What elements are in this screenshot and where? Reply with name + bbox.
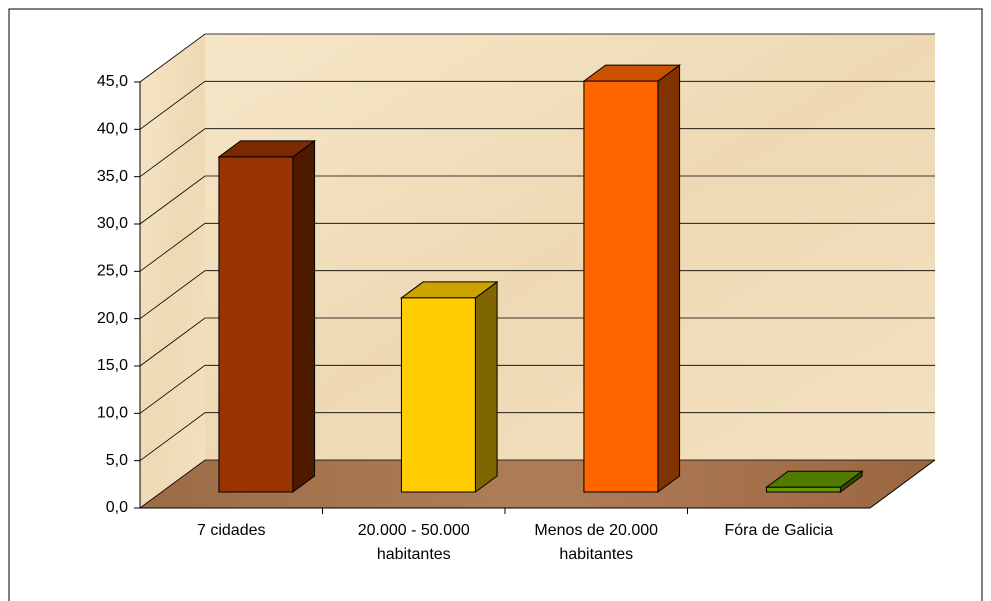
y-tick-label: 20,0 <box>97 310 128 327</box>
bar <box>218 156 294 493</box>
bar-side <box>292 139 316 493</box>
y-tick-label: 15,0 <box>97 357 128 374</box>
grid-line <box>139 459 935 509</box>
x-tick-label: Fóra de Galicia <box>724 522 834 539</box>
y-tick-label: 40,0 <box>97 121 128 138</box>
grid-line <box>139 222 935 272</box>
x-axis <box>140 459 936 509</box>
y-tick-label: 35,0 <box>97 168 128 185</box>
bar <box>400 297 476 493</box>
y-tick-label: 10,0 <box>97 405 128 422</box>
bar <box>765 486 841 493</box>
y-tick-label: 30,0 <box>97 215 128 232</box>
grid-line <box>139 128 935 177</box>
bar-side <box>474 280 498 493</box>
grid-line <box>139 175 935 225</box>
side-wall <box>140 34 205 508</box>
x-tick-label: 7 cidades <box>197 522 266 539</box>
bar-side <box>657 64 681 493</box>
bar <box>583 80 659 493</box>
grid-line <box>139 33 935 83</box>
back-wall <box>205 34 935 460</box>
grid-line <box>139 364 935 414</box>
floor <box>140 460 935 508</box>
y-tick-label: 0,0 <box>106 499 128 516</box>
grid-line <box>139 80 935 130</box>
y-tick-label: 5,0 <box>106 452 128 469</box>
y-tick-label: 25,0 <box>97 263 128 280</box>
x-tick-label: Menos de 20.000 habitantes <box>534 522 659 563</box>
frame <box>8 8 983 601</box>
grid-line <box>139 412 935 461</box>
grid-line <box>139 317 935 367</box>
y-tick-label: 45,0 <box>97 73 128 90</box>
grid-line <box>139 270 935 319</box>
x-tick-label: 20.000 - 50.000 habitantes <box>357 522 470 563</box>
